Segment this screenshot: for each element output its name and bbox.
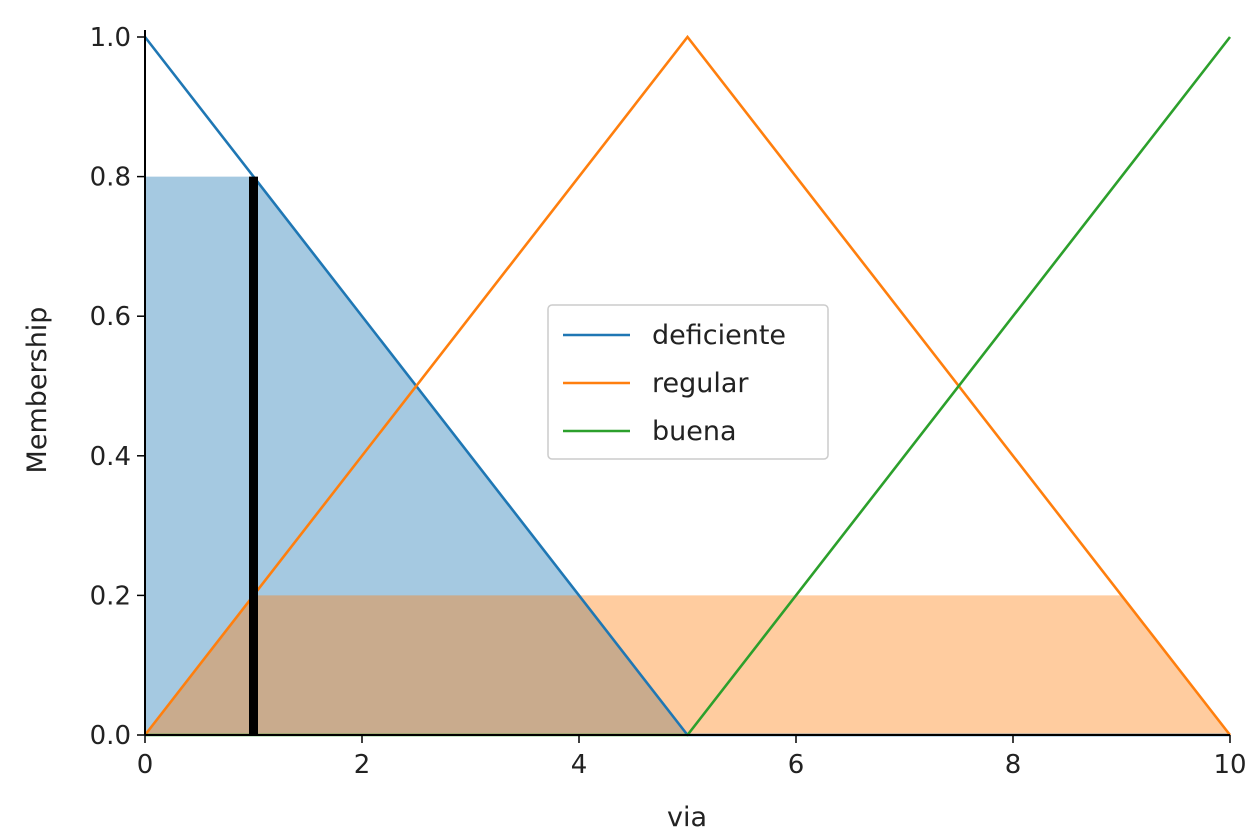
y-axis-label: Membership: [22, 307, 53, 474]
y-tick-label: 0.0: [90, 721, 131, 751]
legend-frame: [547, 304, 829, 460]
legend-label-buena: buena: [652, 416, 737, 447]
y-tick-label: 0.6: [90, 302, 131, 332]
axes: [144, 30, 1230, 736]
legend-label-regular: regular: [652, 368, 749, 399]
series-line-regular: [143, 34, 1232, 736]
activation-fill-regular: [145, 595, 1230, 735]
y-tick-label: 1.0: [90, 23, 131, 53]
y-tick-label: 0.8: [90, 163, 131, 193]
x-tick-label: 8: [1005, 750, 1022, 780]
activation-fills: [145, 176, 1230, 736]
x-tick-label: 2: [354, 750, 371, 780]
x-tick-label: 10: [1213, 750, 1246, 780]
legend-label-deficiente: deficiente: [652, 320, 786, 351]
x-axis-label: via: [667, 802, 707, 833]
activation-fill-deficiente: [145, 176, 688, 736]
x-tick-label: 4: [571, 750, 588, 780]
y-tick-label: 0.2: [90, 581, 131, 611]
legend: deficiente regular buena: [547, 304, 829, 460]
y-tick-label: 0.4: [90, 442, 131, 472]
x-tick-label: 0: [137, 750, 154, 780]
ticks: 0 2 4 6 8 10 0.0 0.2 0.4 0.6 0.8 1.0: [90, 23, 1247, 780]
x-tick-label: 6: [788, 750, 805, 780]
